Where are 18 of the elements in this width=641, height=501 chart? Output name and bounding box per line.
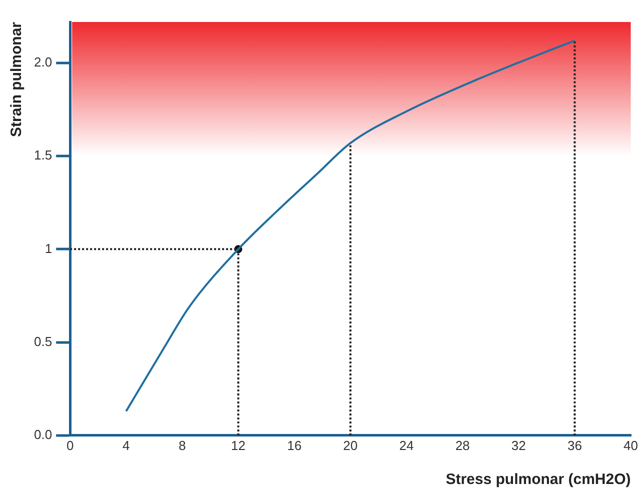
- y-tick-label: 0.0: [34, 426, 52, 442]
- y-tick-label: 2.0: [34, 54, 52, 70]
- x-tick-label: 4: [122, 438, 130, 453]
- x-tick-label: 40: [624, 438, 638, 453]
- x-tick-label: 28: [455, 438, 470, 453]
- x-tick-label: 36: [567, 438, 582, 453]
- y-tick-label: 0.5: [34, 334, 52, 349]
- y-axis-title: Strain pulmonar: [8, 22, 26, 138]
- x-axis-title: Stress pulmonar (cmH2O): [446, 471, 631, 488]
- x-tick-label: 20: [343, 438, 358, 453]
- x-tick-label: 12: [231, 438, 246, 453]
- y-tick-label: 1: [44, 240, 52, 256]
- x-tick-label: 16: [287, 438, 302, 453]
- x-tick-label: 24: [399, 438, 414, 453]
- y-tick-label: 1.5: [34, 148, 52, 163]
- x-tick-label: 32: [511, 438, 526, 453]
- x-tick-label: 8: [178, 438, 186, 453]
- x-tick-label: 0: [66, 438, 74, 453]
